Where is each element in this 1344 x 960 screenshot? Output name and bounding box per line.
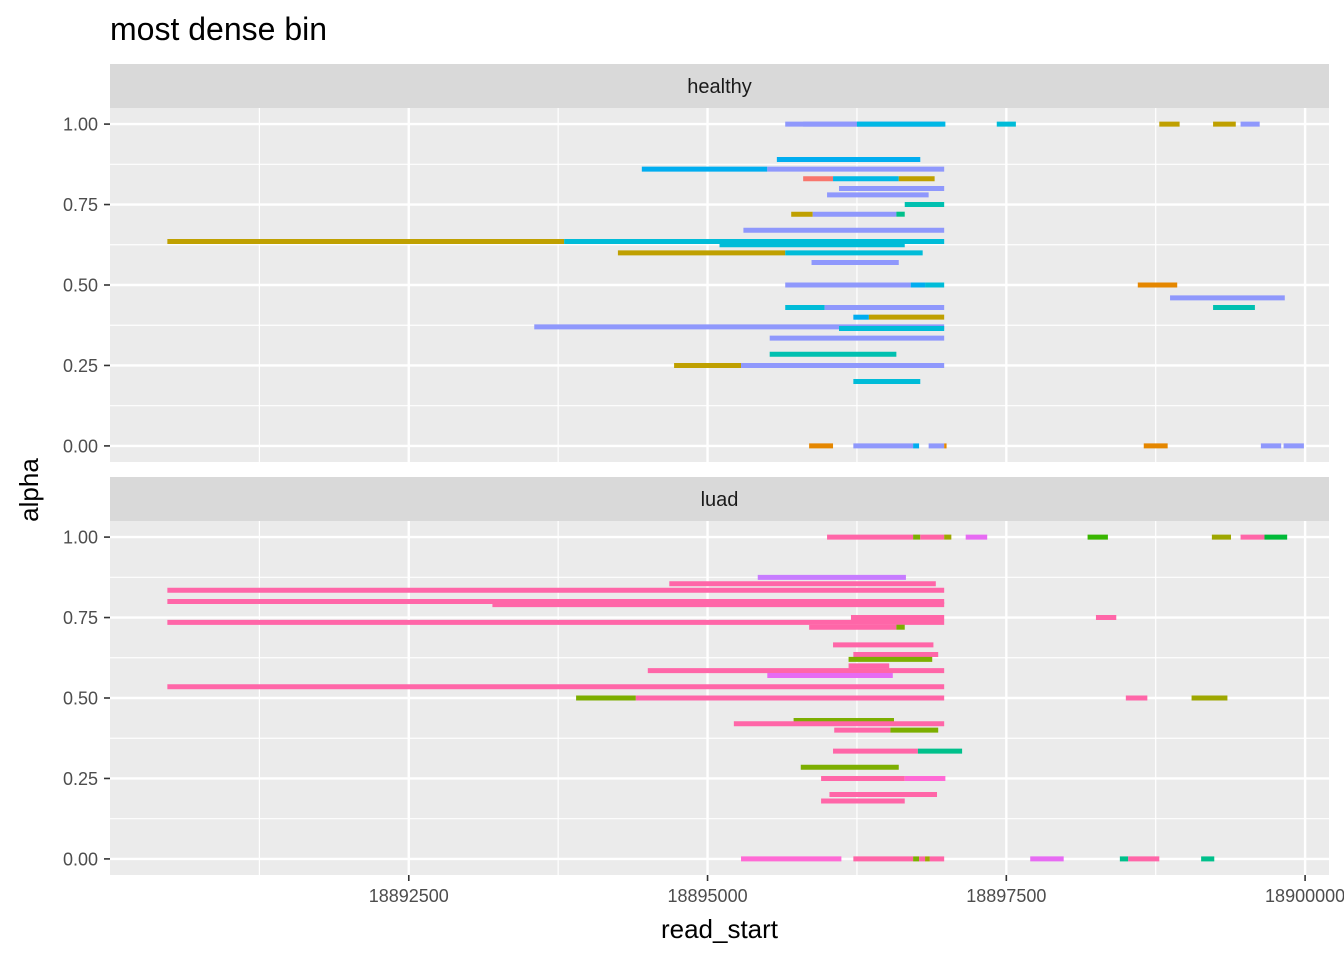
- y-tick-label: 0.25: [63, 356, 98, 376]
- x-axis-title: read_start: [661, 914, 779, 944]
- segments-healthy: [167, 121, 1304, 449]
- strip-healthy: [110, 64, 1329, 108]
- y-ticks-healthy: 0.00 0.25 0.50 0.75 1.00: [63, 115, 110, 456]
- x-tick-label: 18900000: [1265, 886, 1344, 906]
- y-tick-label: 0.00: [63, 849, 98, 869]
- y-tick-label: 0.75: [63, 608, 98, 628]
- y-axis-title: alpha: [14, 458, 44, 522]
- y-tick-label: 0.50: [63, 276, 98, 296]
- x-tick-label: 18897500: [966, 886, 1046, 906]
- panel-luad: luad 0.00 0.25 0.50 0.75 1.00: [63, 477, 1329, 875]
- chart-title: most dense bin: [110, 11, 327, 47]
- x-axis-ticks: 18892500 18895000 18897500 18900000: [369, 875, 1344, 906]
- y-ticks-luad: 0.00 0.25 0.50 0.75 1.00: [63, 528, 110, 869]
- segments-luad: [167, 534, 1288, 862]
- strip-label-healthy: healthy: [687, 76, 752, 98]
- y-tick-label: 1.00: [63, 115, 98, 135]
- y-tick-label: 0.50: [63, 689, 98, 709]
- strip-label-luad: luad: [701, 489, 739, 511]
- y-tick-label: 0.00: [63, 436, 98, 456]
- x-tick-label: 18895000: [668, 886, 748, 906]
- panel-healthy: healthy 0.00 0.25 0.50 0.75 1.00: [63, 64, 1329, 462]
- y-tick-label: 0.75: [63, 195, 98, 215]
- strip-luad: [110, 477, 1329, 521]
- x-tick-label: 18892500: [369, 886, 449, 906]
- y-tick-label: 0.25: [63, 769, 98, 789]
- y-tick-label: 1.00: [63, 528, 98, 548]
